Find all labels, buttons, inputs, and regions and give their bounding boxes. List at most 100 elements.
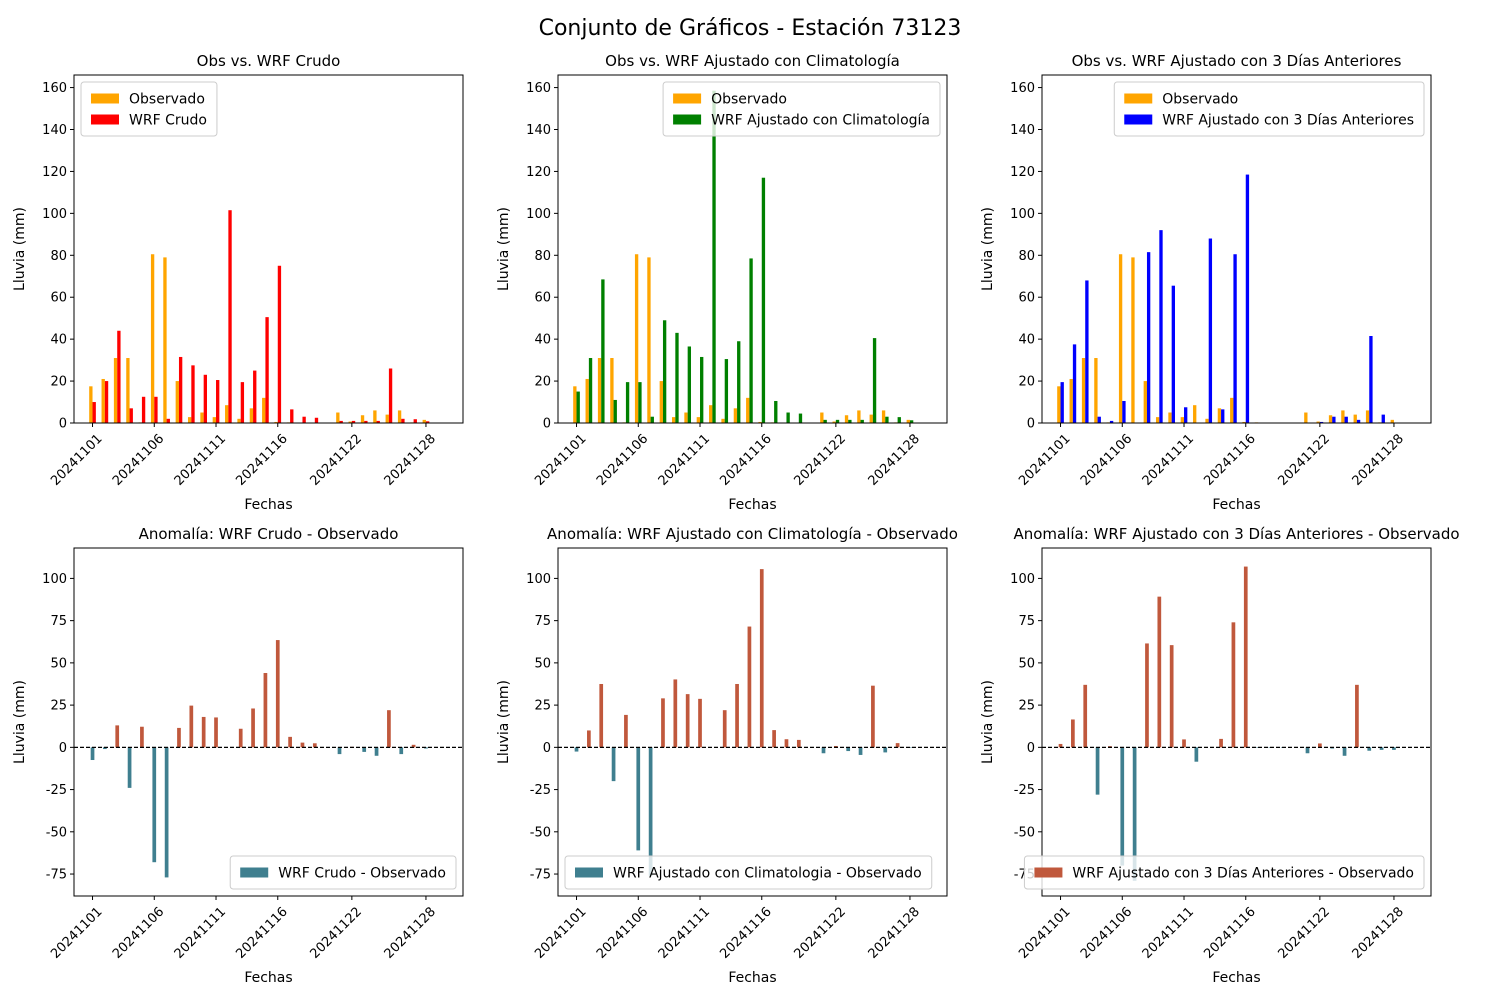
y-tick-label: 0: [543, 741, 551, 756]
y-tick-label: 140: [1010, 123, 1035, 138]
bar: [1217, 408, 1222, 423]
bar: [1182, 739, 1186, 748]
bar: [576, 391, 580, 423]
bar: [314, 417, 319, 423]
bar: [1381, 414, 1385, 423]
x-tick-label: 20241128: [382, 431, 439, 488]
chart-title: Anomalía: WRF Crudo - Observado: [139, 525, 399, 543]
bar: [647, 257, 651, 423]
y-tick-label: 140: [526, 123, 551, 138]
legend-label: WRF Ajustado con 3 Días Anteriores - Obs…: [1072, 866, 1414, 882]
y-tick-label: -75: [530, 868, 551, 883]
legend: WRF Ajustado con Climatologia - Observad…: [564, 855, 933, 890]
bar: [1208, 238, 1213, 423]
bar: [661, 698, 665, 748]
y-tick-label: 75: [534, 614, 551, 629]
bar: [1122, 400, 1126, 423]
bar: [823, 419, 827, 423]
bar: [374, 747, 379, 756]
bar: [92, 402, 96, 423]
bar: [685, 694, 690, 748]
bar: [150, 254, 155, 423]
bar: [610, 358, 614, 423]
bar: [700, 356, 704, 423]
bar: [312, 743, 317, 748]
y-tick-label: 25: [50, 699, 67, 714]
chart-title: Obs vs. WRF Ajustado con 3 Días Anterior…: [1072, 52, 1402, 70]
y-tick-label: 160: [1010, 81, 1035, 96]
bar: [362, 747, 367, 752]
y-tick-label: -75: [46, 868, 67, 883]
bar: [397, 410, 402, 423]
bar: [759, 569, 764, 748]
bar: [1095, 747, 1100, 795]
bar: [613, 399, 617, 423]
y-tick-label: -25: [46, 783, 67, 798]
bar: [1168, 412, 1172, 423]
x-tick-label: 20241101: [48, 431, 105, 488]
legend-swatch: [673, 93, 702, 104]
legend: Observado WRF Crudo: [80, 81, 218, 137]
bar: [1205, 418, 1209, 423]
bar: [774, 400, 778, 423]
bar: [897, 417, 901, 423]
bar: [262, 397, 266, 423]
bar: [200, 412, 204, 423]
legend-label: Observado: [129, 92, 205, 108]
x-tick-label: 20241111: [1140, 904, 1197, 961]
y-tick-label: 100: [1010, 207, 1035, 222]
bar: [858, 747, 863, 755]
y-tick-label: 100: [42, 572, 67, 587]
legend-box: [1023, 855, 1425, 890]
x-axis-label: Fechas: [728, 497, 776, 513]
x-tick-label: 20241106: [110, 904, 167, 961]
plot-frame: [1041, 547, 1432, 897]
legend-label: WRF Ajustado con Climatologia - Observad…: [613, 866, 922, 882]
legend-swatch: [1034, 867, 1063, 878]
bar: [127, 747, 132, 788]
y-tick-label: 60: [534, 291, 551, 306]
x-tick-label: 20241116: [1201, 904, 1258, 961]
bar: [399, 747, 404, 755]
x-tick-label: 20241111: [656, 904, 713, 961]
bar: [650, 416, 654, 423]
bar: [251, 708, 255, 748]
bar: [214, 717, 218, 748]
bar: [721, 418, 725, 423]
legend-box: [564, 855, 933, 890]
x-tick-label: 20241122: [792, 904, 849, 961]
x-tick-label: 20241116: [1201, 431, 1258, 488]
bar: [240, 382, 245, 423]
bar: [1083, 684, 1088, 748]
bar: [1319, 421, 1324, 423]
bar: [339, 420, 343, 423]
bar: [141, 396, 146, 423]
bar: [249, 408, 254, 423]
legend-swatch: [1124, 114, 1153, 125]
y-tick-label: 80: [1018, 249, 1035, 264]
y-tick-label: 75: [50, 614, 67, 629]
legend-label: WRF Ajustado con 3 Días Anteriores: [1162, 113, 1414, 129]
bar: [1109, 420, 1114, 423]
legend-box: [662, 81, 941, 137]
bar: [601, 279, 605, 423]
bar: [821, 747, 826, 754]
bar: [636, 747, 641, 851]
bar: [422, 419, 426, 423]
bar: [1145, 643, 1149, 748]
legend-label: WRF Ajustado con Climatología: [711, 113, 930, 129]
bar: [1233, 254, 1237, 423]
y-tick-label: 40: [534, 333, 551, 348]
x-tick-label: 20241106: [1078, 904, 1135, 961]
bar: [638, 382, 642, 423]
chart-panel-2: Obs vs. WRF Ajustado con Climatología020…: [496, 52, 948, 513]
y-tick-label: 120: [42, 165, 67, 180]
bar: [746, 397, 750, 423]
chart-panel-4: Anomalía: WRF Crudo - Observado -75 -50 -25…: [12, 525, 464, 986]
bar: [212, 417, 217, 423]
chart-title: Anomalía: WRF Ajustado con Climatología …: [547, 525, 958, 543]
y-axis-label: Lluvia (mm): [12, 680, 28, 764]
y-tick-label: 50: [534, 656, 551, 671]
bar: [1243, 566, 1248, 748]
